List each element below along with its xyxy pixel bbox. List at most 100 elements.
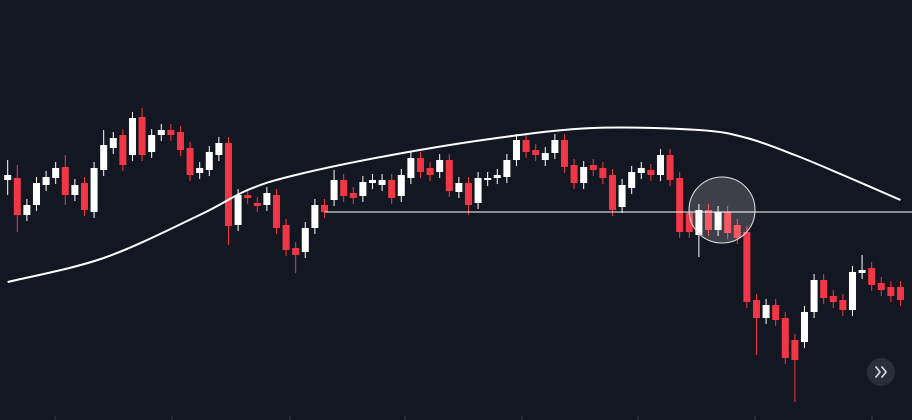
candle-body [445,160,453,191]
candle-body [637,168,645,173]
candle-body [416,158,424,172]
candle-body [820,280,828,298]
candle-body [71,185,79,195]
button-bg[interactable] [867,358,895,386]
candle-body [196,168,204,173]
candle-body [128,118,136,155]
candle-body [455,183,463,192]
candle-body [791,340,799,360]
candle-body [752,300,760,318]
candle-body [224,143,232,226]
candle-body [877,283,885,290]
candle-body [32,183,40,205]
candle-body [743,232,751,302]
candle-body [647,170,655,175]
candle-body [493,175,501,178]
candle-body [772,305,780,320]
candle-body [733,225,741,238]
candle-body [868,268,876,285]
candle-body [676,178,684,232]
candle-body [618,185,626,207]
candle-body [186,148,194,175]
candle-body [244,195,252,198]
candle-body [23,205,31,215]
candle-body [887,287,895,296]
candle-body [503,160,511,177]
candle-body [608,175,616,210]
candles [4,108,904,402]
candle-body [167,130,175,135]
candle-body [80,183,88,210]
candle-body [762,305,770,318]
candle-body [474,178,482,203]
candle-body [522,140,530,152]
candle-body [858,270,866,273]
candle-body [426,168,434,175]
candle-body [311,205,319,228]
candle-body [320,205,328,212]
candle-body [896,287,904,300]
candle-body [724,212,732,233]
candle-body [695,210,703,235]
candle-body [570,165,578,183]
candle-body [61,167,69,195]
candle-body [42,177,50,185]
candle-body [407,158,415,178]
candle-body [589,165,597,170]
scroll-to-realtime-button[interactable] [867,358,895,386]
overlay [7,126,912,283]
candle-body [359,182,367,196]
candle-body [551,140,559,153]
candle-body [368,180,376,183]
candle-body [119,135,127,165]
candle-body [157,130,165,135]
candle-body [138,117,146,155]
candle-body [436,160,444,172]
candle-body [714,212,722,230]
candle-body [560,140,568,167]
candle-body [800,312,808,342]
candle-body [215,143,223,155]
candle-body [109,138,117,148]
highlight-circle [688,176,756,244]
candle-body [781,318,789,358]
candle-body [580,167,588,183]
candle-body [282,225,290,250]
candle-body [205,152,213,170]
candle-body [330,180,338,200]
candle-body [100,145,108,170]
candle-body [378,180,386,185]
candle-body [253,203,261,206]
candle-body [349,193,357,198]
candle-body [263,193,271,205]
candle-body [848,272,856,310]
candle-body [176,132,184,150]
candle-body [512,140,520,160]
candle-body [148,135,156,152]
candle-body [599,168,607,178]
candle-body [397,175,405,196]
candle-body [52,168,60,178]
candle-body [685,213,693,232]
candle-body [388,180,396,198]
candle-body [234,195,242,225]
candle-body [541,153,549,160]
candle-body [829,296,837,302]
time-axis-ticks [54,416,873,420]
candle-body [628,172,636,188]
candle-body [301,228,309,252]
candle-body [272,195,280,228]
moving-average-line [7,126,901,283]
candle-body [532,150,540,155]
candle-body [810,280,818,312]
candle-body [292,248,300,255]
candle-body [839,300,847,310]
candle-body [13,178,21,215]
candle-body [340,180,348,196]
candle-body [656,155,664,175]
candle-body [464,183,472,205]
candle-body [666,155,674,180]
candle-body [484,178,492,180]
